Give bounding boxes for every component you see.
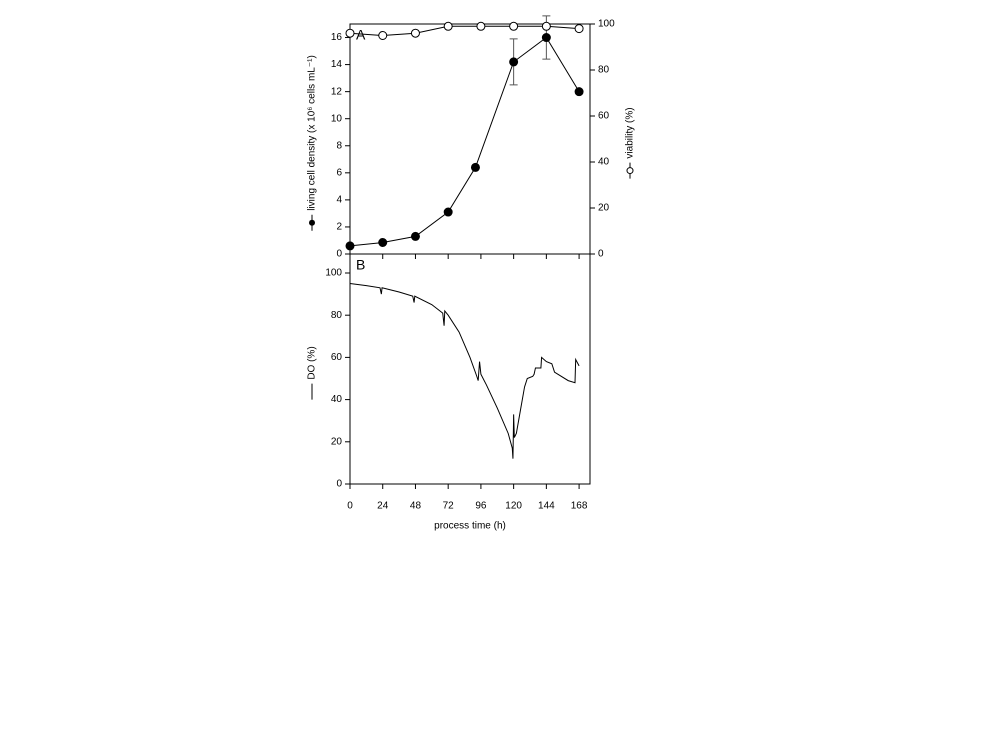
data-point: [345, 28, 355, 38]
data-point: [443, 207, 453, 217]
data-point: [509, 21, 519, 31]
y-tick-label: 4: [336, 195, 342, 206]
y-tick-label: 14: [331, 59, 343, 70]
y2-tick-label: 100: [598, 19, 615, 30]
x-tick-label: 168: [571, 501, 588, 512]
y-tick-label: 40: [331, 394, 343, 405]
y-tick-label: 0: [336, 479, 342, 490]
legend-marker: [309, 219, 315, 226]
plot-frame: [349, 23, 591, 255]
y-tick-label: 60: [331, 352, 343, 363]
y-tick-label: 6: [336, 167, 342, 178]
data-point: [574, 87, 584, 97]
data-point: [541, 21, 551, 31]
series-line: [349, 36, 580, 247]
x-tick-label: 144: [538, 501, 555, 512]
data-point: [410, 231, 420, 241]
x-tick-label: 24: [377, 501, 389, 512]
y-tick-label: 80: [331, 310, 343, 321]
x-tick-label: 72: [443, 501, 455, 512]
data-point: [476, 21, 486, 31]
y-tick-label: 8: [336, 140, 342, 151]
panel-label: B: [356, 257, 365, 273]
y2-tick-label: 0: [598, 249, 604, 260]
data-point: [443, 21, 453, 31]
x-tick-label: 96: [475, 501, 487, 512]
x-tick-label: 0: [347, 501, 353, 512]
y-tick-label: 100: [325, 268, 342, 279]
y2-tick-label: 80: [598, 65, 610, 76]
y-axis-title: DO (%): [307, 346, 318, 379]
y2-tick-label: 60: [598, 111, 610, 122]
y2-tick-label: 20: [598, 203, 610, 214]
plot-frame: [349, 253, 591, 485]
y-tick-label: 10: [331, 113, 343, 124]
y-tick-label: 12: [331, 86, 343, 97]
legend-marker: [626, 167, 634, 175]
data-point: [509, 57, 519, 67]
y-axis-title-group: living cell density (x 10⁶ cells mL⁻¹): [307, 55, 318, 231]
x-axis-title: process time (h): [434, 521, 506, 532]
series-line: [349, 283, 580, 459]
series-line: [349, 25, 580, 37]
y-tick-label: 0: [336, 249, 342, 260]
y-axis-title: living cell density (x 10⁶ cells mL⁻¹): [307, 55, 318, 211]
y2-tick-label: 40: [598, 157, 610, 168]
y-tick-label: 16: [331, 32, 343, 43]
data-point: [378, 31, 388, 40]
data-point: [470, 162, 480, 172]
x-tick-label: 48: [410, 501, 422, 512]
y-tick-label: 20: [331, 436, 343, 447]
y-tick-label: 2: [336, 222, 342, 233]
y-axis-title-group: DO (%): [307, 346, 318, 400]
y2-axis-title: viability (%): [625, 107, 636, 158]
data-point: [410, 28, 420, 38]
data-point: [541, 33, 551, 43]
y2-axis-title-group: viability (%): [625, 107, 636, 179]
x-tick-label: 120: [505, 501, 522, 512]
data-point: [378, 238, 388, 247]
panel-label: A: [356, 27, 366, 43]
data-point: [574, 24, 584, 34]
data-point: [345, 241, 355, 251]
